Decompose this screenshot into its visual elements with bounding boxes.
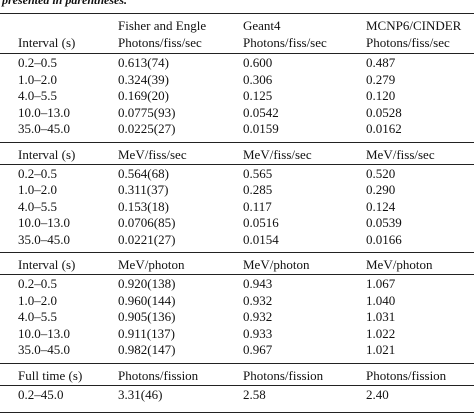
table-cell: 0.0706(85): [118, 215, 176, 230]
section-header-cell: MeV/fiss/sec: [243, 146, 312, 162]
rule: [0, 163, 474, 165]
table-cell: 0.0162: [366, 121, 402, 136]
table-cell: 0.932: [243, 292, 273, 308]
table-cell: 0.932: [243, 309, 273, 324]
table-cell: 0.0154: [243, 231, 279, 247]
section-header-cell: Photons/fission: [243, 367, 324, 383]
table-cell: 0.0516: [243, 215, 279, 230]
table-cell: 0.324(39): [118, 71, 169, 87]
table-cell: 35.0–45.0: [18, 121, 70, 136]
table-cell: 0.613(74): [118, 55, 169, 70]
table-cell: 0.0225(27): [118, 121, 176, 136]
table-cell: 0.933: [243, 325, 273, 341]
section-header-cell: Interval (s): [18, 146, 76, 162]
table-cell: 4.0–5.5: [18, 198, 57, 214]
table-cell: 1.022: [366, 325, 396, 341]
table-cell: 2.58: [243, 386, 266, 402]
table-cell: 0.0159: [243, 121, 279, 136]
section-header-cell: Photons/fission: [366, 367, 447, 383]
table-cell: 0.125: [243, 88, 273, 103]
table-cell: 1.021: [366, 342, 396, 357]
table-cell: 1.040: [366, 292, 396, 308]
table-cell: 0.0775(93): [118, 104, 176, 120]
table-cell: 0.0539: [366, 215, 402, 230]
table-cell: 0.285: [243, 182, 273, 197]
table-cell: 0.124: [366, 198, 396, 214]
table-cell: 1.0–2.0: [18, 182, 57, 197]
header-cell: Interval (s): [18, 35, 76, 50]
table-cell: 0.279: [366, 71, 396, 87]
table-cell: 4.0–5.5: [18, 309, 57, 324]
table-cell: 0.0166: [366, 231, 402, 247]
table-cell: 0.2–0.5: [18, 276, 57, 291]
table-cell: 35.0–45.0: [18, 231, 70, 247]
table-cell: 1.0–2.0: [18, 71, 57, 87]
table-cell: 0.306: [243, 71, 273, 87]
table-cell: 0.905(136): [118, 309, 176, 324]
table-cell: 0.153(18): [118, 198, 169, 214]
table-cell: 0.0542: [243, 104, 279, 120]
table-cell: 0.911(137): [118, 325, 175, 341]
section-header-cell: MeV/fiss/sec: [366, 146, 435, 162]
table-cell: 0.967: [243, 342, 273, 357]
header-cell: Photons/fiss/sec: [243, 35, 327, 50]
rule: [0, 274, 474, 275]
header-cell: Fisher and Engle: [118, 18, 207, 33]
section-header-cell: MeV/photon: [243, 257, 310, 272]
table-cell: 0.2–0.5: [18, 165, 57, 181]
header-cell: Photons/fiss/sec: [118, 35, 202, 50]
section-header-cell: MeV/fiss/sec: [118, 146, 187, 162]
table-cell: 1.067: [366, 276, 396, 291]
section-header-cell: Photons/fission: [118, 367, 199, 383]
table-cell: 0.169(20): [118, 88, 169, 103]
table-cell: 0.960(144): [118, 292, 176, 308]
table-cell: 0.600: [243, 55, 273, 70]
section-header-cell: MeV/photon: [118, 257, 185, 272]
caption: presented in parentheses.: [2, 0, 128, 7]
rule: [0, 252, 474, 253]
table-cell: 0.565: [243, 165, 273, 181]
header-cell: MCNP6/CINDER: [366, 18, 462, 33]
header-cell: Photons/fiss/sec: [366, 35, 450, 50]
table-cell: 1.0–2.0: [18, 292, 57, 308]
table-cell: 0.920(138): [118, 276, 176, 291]
table-cell: 0.2–45.0: [18, 386, 64, 402]
table-cell: 0.487: [366, 55, 396, 70]
table-cell: 0.0221(27): [118, 231, 176, 247]
table-cell: 0.311(37): [118, 182, 169, 197]
table-cell: 2.40: [366, 386, 389, 402]
rule: [0, 412, 474, 413]
table-cell: 0.0528: [366, 104, 402, 120]
table-cell: 0.520: [366, 165, 396, 181]
header-cell: Geant4: [243, 18, 281, 33]
table-cell: 10.0–13.0: [18, 104, 70, 120]
table-cell: 0.943: [243, 276, 273, 291]
table-cell: 0.982(147): [118, 342, 176, 357]
section-header-cell: Interval (s): [18, 257, 76, 272]
rule: [0, 384, 474, 386]
table-cell: 10.0–13.0: [18, 325, 70, 341]
rule: [0, 13, 474, 14]
section-header-cell: Full time (s): [18, 367, 83, 383]
rule: [0, 141, 474, 143]
rule: [0, 53, 474, 54]
section-header-cell: MeV/photon: [366, 257, 433, 272]
rule: [0, 362, 474, 364]
table-cell: 0.120: [366, 88, 396, 103]
table-cell: 0.117: [243, 198, 272, 214]
table-cell: 35.0–45.0: [18, 342, 70, 357]
table-cell: 3.31(46): [118, 386, 163, 402]
table-cell: 4.0–5.5: [18, 88, 57, 103]
table-cell: 0.2–0.5: [18, 55, 57, 70]
table-cell: 0.564(68): [118, 165, 169, 181]
table-cell: 1.031: [366, 309, 396, 324]
table-cell: 0.290: [366, 182, 396, 197]
table-cell: 10.0–13.0: [18, 215, 70, 230]
